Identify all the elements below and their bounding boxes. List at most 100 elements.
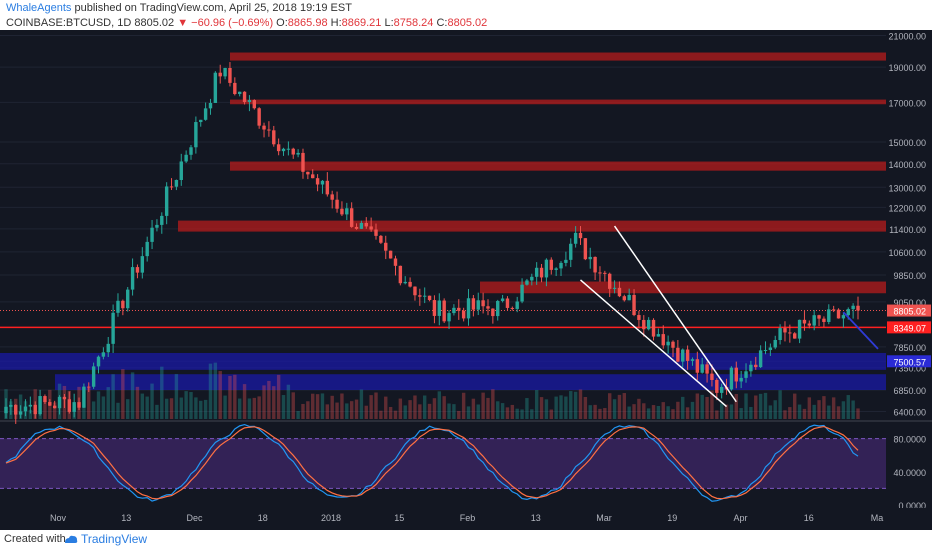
candle xyxy=(827,309,831,322)
volume-bar xyxy=(408,400,412,419)
volume-bar xyxy=(111,374,115,419)
volume-bar xyxy=(559,395,563,419)
volume-bar xyxy=(807,397,812,419)
candle xyxy=(607,273,612,289)
candle xyxy=(646,319,651,330)
candle xyxy=(671,341,675,348)
candle xyxy=(354,226,359,229)
resistance-zone xyxy=(178,220,886,232)
time-tick-label: Apr xyxy=(733,513,747,523)
price-tick-label: 6850.00 xyxy=(893,386,926,396)
volume-bar xyxy=(812,404,816,419)
volume-bar xyxy=(403,405,407,419)
candle xyxy=(612,287,617,289)
candles xyxy=(4,62,860,424)
volume-bar xyxy=(296,410,300,419)
candle xyxy=(67,399,71,412)
candle xyxy=(345,208,349,215)
candle xyxy=(106,343,110,353)
price-tick-label: 14000.00 xyxy=(888,160,926,170)
candle xyxy=(422,295,427,297)
candle xyxy=(505,298,510,308)
volume-bar xyxy=(189,392,193,419)
candle xyxy=(739,377,743,382)
candle xyxy=(622,296,627,301)
volume-bar xyxy=(593,404,597,419)
volume-bar xyxy=(851,400,855,419)
candle xyxy=(48,402,52,406)
volume-bar xyxy=(155,404,159,419)
volume-bar xyxy=(700,394,704,419)
candle xyxy=(768,347,773,351)
candle xyxy=(583,238,588,260)
last-price: 8805.02 xyxy=(134,17,175,29)
volume-bar xyxy=(607,393,612,419)
volume-bar xyxy=(831,397,836,419)
candle xyxy=(637,315,641,320)
volume-bar xyxy=(23,401,28,419)
price-tick-label: 9850.00 xyxy=(893,271,926,281)
candle xyxy=(661,334,665,346)
volume-bar xyxy=(345,403,349,419)
candle xyxy=(437,300,442,316)
volume-bar xyxy=(656,405,661,419)
volume-bar xyxy=(179,397,183,419)
tradingview-brand[interactable]: TradingView xyxy=(64,532,147,546)
author-link[interactable]: WhaleAgents xyxy=(6,2,72,14)
candle xyxy=(783,328,787,333)
candle xyxy=(349,208,354,227)
volume-bar xyxy=(544,399,549,419)
low-value: 8758.24 xyxy=(393,17,434,29)
volume-bar xyxy=(247,398,252,419)
volume-bar xyxy=(588,405,592,419)
volume-bar xyxy=(646,408,651,419)
candle xyxy=(276,144,281,152)
candle xyxy=(836,309,841,319)
volume-bar xyxy=(749,406,753,419)
volume-bar xyxy=(802,408,807,419)
candle xyxy=(598,272,602,274)
trendline-upper xyxy=(613,225,737,403)
volume-bar xyxy=(121,369,125,419)
volume-bar xyxy=(67,390,71,419)
volume-bar xyxy=(335,402,339,419)
candle xyxy=(408,281,412,287)
volume-bar xyxy=(666,406,670,419)
volume-bar xyxy=(14,398,18,419)
candle xyxy=(457,307,461,311)
volume-bar xyxy=(690,401,695,419)
candle xyxy=(846,309,850,316)
candle xyxy=(14,404,18,415)
volume-bar xyxy=(471,398,476,419)
volume-bar xyxy=(311,393,315,419)
volume-bar xyxy=(836,406,841,419)
candle xyxy=(155,224,159,228)
volume-bar xyxy=(603,408,607,419)
candle xyxy=(603,272,607,274)
candle xyxy=(442,300,446,322)
price-tag: 8349.07 xyxy=(893,323,926,333)
candle xyxy=(218,72,222,77)
price-chart[interactable]: 21000.00 19000.00 17000.00 15000.00 14000.00… xyxy=(0,30,932,530)
candle xyxy=(778,328,782,340)
candle xyxy=(87,386,91,388)
candle xyxy=(203,108,208,120)
volume-bar xyxy=(758,393,763,419)
candle xyxy=(130,267,135,290)
stoch-d-line xyxy=(5,425,859,500)
open-label: O: xyxy=(276,17,288,29)
volume-bar xyxy=(169,398,174,419)
volume-bar xyxy=(515,408,519,419)
volume-bar xyxy=(856,408,860,419)
candle xyxy=(710,373,714,380)
volume-bar xyxy=(500,403,505,419)
volume-bar xyxy=(564,396,568,419)
volume-bar xyxy=(393,410,398,419)
candle xyxy=(754,364,758,368)
volume-bar xyxy=(101,396,106,419)
volume-bar xyxy=(437,391,442,419)
candle xyxy=(788,332,792,334)
volume-bar xyxy=(160,366,164,419)
candle xyxy=(174,179,179,187)
volume-bar xyxy=(685,407,690,419)
